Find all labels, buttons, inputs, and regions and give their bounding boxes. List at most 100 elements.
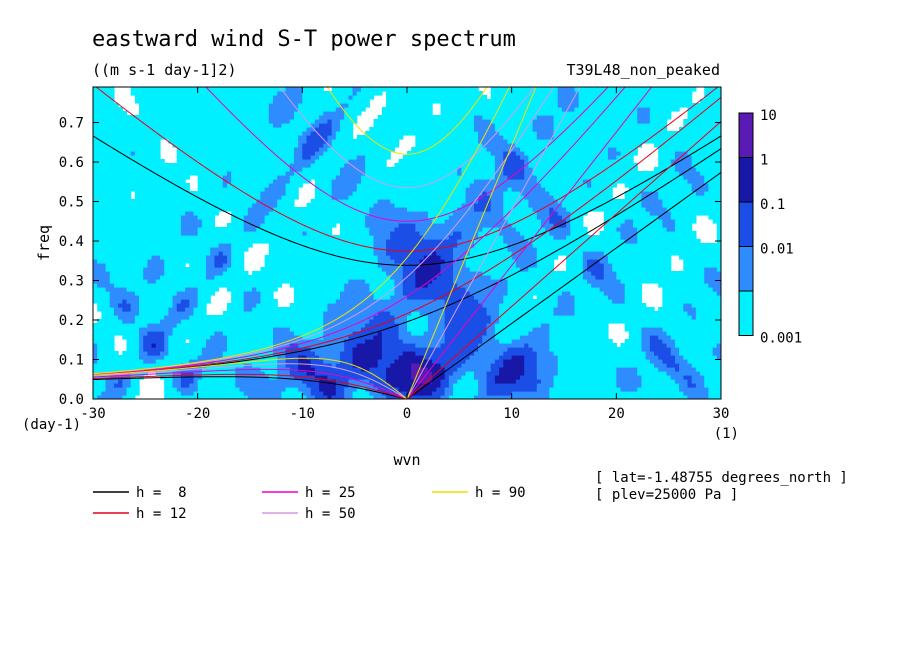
heatmap-cell	[176, 107, 182, 112]
heatmap-cell	[268, 139, 274, 144]
heatmap-cell	[360, 151, 366, 156]
heatmap-cell	[319, 107, 324, 112]
heatmap-cell	[335, 183, 341, 188]
heatmap-cell	[277, 139, 282, 144]
heatmap-cell	[168, 207, 174, 212]
heatmap-cell	[143, 299, 149, 304]
heatmap-cell	[168, 175, 174, 180]
heatmap-cell	[348, 203, 354, 208]
heatmap-cell	[206, 239, 211, 244]
heatmap-cell	[369, 183, 375, 188]
heatmap-cell	[252, 127, 257, 132]
heatmap-cell	[113, 131, 119, 136]
heatmap-cell	[314, 227, 320, 232]
heatmap-cell	[277, 219, 282, 224]
heatmap-cell	[164, 391, 169, 396]
heatmap-cell	[222, 231, 228, 236]
heatmap-cell	[159, 187, 165, 192]
heatmap-cell	[97, 155, 102, 160]
heatmap-cell	[113, 163, 119, 168]
heatmap-cell	[189, 239, 195, 244]
heatmap-cell	[93, 123, 98, 128]
heatmap-cell	[310, 387, 316, 392]
heatmap-cell	[159, 243, 165, 248]
heatmap-cell	[130, 155, 136, 160]
heatmap-cell	[180, 139, 186, 144]
heatmap-cell	[293, 123, 299, 128]
heatmap-cell	[122, 239, 128, 244]
heatmap-cell	[335, 175, 341, 180]
heatmap-cell	[302, 139, 308, 144]
heatmap-cell	[340, 371, 345, 376]
heatmap-cell	[285, 383, 291, 388]
heatmap-cell	[360, 247, 366, 252]
heatmap-cell	[331, 167, 337, 172]
heatmap-cell	[273, 199, 278, 204]
heatmap-cell	[264, 331, 270, 336]
heatmap-cell	[231, 339, 236, 344]
heatmap-cell	[197, 303, 203, 308]
heatmap-cell	[252, 107, 257, 112]
heatmap-cell	[134, 271, 140, 276]
heatmap-cell	[143, 151, 149, 156]
heatmap-cell	[327, 259, 333, 264]
heatmap-cell	[243, 171, 249, 176]
heatmap-cell	[264, 195, 270, 200]
heatmap-cell	[365, 195, 370, 200]
heatmap-cell	[155, 267, 161, 272]
heatmap-cell	[214, 151, 220, 156]
heatmap-cell	[197, 127, 203, 132]
heatmap-cell	[97, 115, 102, 120]
heatmap-cell	[256, 347, 262, 352]
heatmap-cell	[264, 199, 270, 204]
heatmap-cell	[277, 387, 282, 392]
heatmap-cell	[335, 139, 341, 144]
heatmap-cell	[139, 87, 144, 92]
heatmap-cell	[260, 327, 266, 332]
heatmap-cell	[273, 179, 278, 184]
heatmap-cell	[373, 307, 379, 312]
heatmap-cell	[101, 287, 107, 292]
heatmap-cell	[105, 231, 111, 236]
heatmap-cell	[260, 239, 266, 244]
heatmap-cell	[214, 199, 220, 204]
heatmap-cell	[356, 247, 362, 252]
heatmap-cell	[201, 323, 207, 328]
heatmap-cell	[306, 99, 312, 104]
heatmap-cell	[247, 319, 253, 324]
heatmap-cell	[264, 187, 270, 192]
heatmap-cell	[340, 203, 345, 208]
heatmap-cell	[277, 127, 282, 132]
heatmap-cell	[348, 311, 354, 316]
heatmap-cell	[122, 203, 128, 208]
heatmap-cell	[222, 247, 228, 252]
heatmap-cell	[273, 255, 278, 260]
heatmap-cell	[210, 147, 216, 152]
heatmap-cell	[97, 359, 102, 364]
heatmap-cell	[180, 151, 186, 156]
heatmap-cell	[210, 235, 216, 240]
heatmap-cell	[105, 195, 111, 200]
heatmap-cell	[247, 291, 253, 296]
heatmap-cell	[239, 239, 245, 244]
heatmap-cell	[360, 271, 366, 276]
heatmap-cell	[243, 331, 249, 336]
heatmap-cell	[222, 347, 228, 352]
heatmap-cell	[327, 347, 333, 352]
heatmap-cell	[185, 183, 190, 188]
heatmap-cell	[340, 87, 345, 92]
heatmap-cell	[273, 355, 278, 360]
heatmap-cell	[226, 331, 232, 336]
heatmap-cell	[159, 255, 165, 260]
heatmap-cell	[281, 155, 287, 160]
heatmap-cell	[340, 111, 345, 116]
heatmap-cell	[126, 207, 132, 212]
heatmap-cell	[105, 223, 111, 228]
heatmap-cell	[352, 171, 358, 176]
heatmap-cell	[268, 199, 274, 204]
heatmap-cell	[130, 315, 136, 320]
heatmap-cell	[118, 243, 123, 248]
heatmap-cell	[210, 255, 216, 260]
heatmap-cell	[226, 183, 232, 188]
heatmap-cell	[306, 139, 312, 144]
